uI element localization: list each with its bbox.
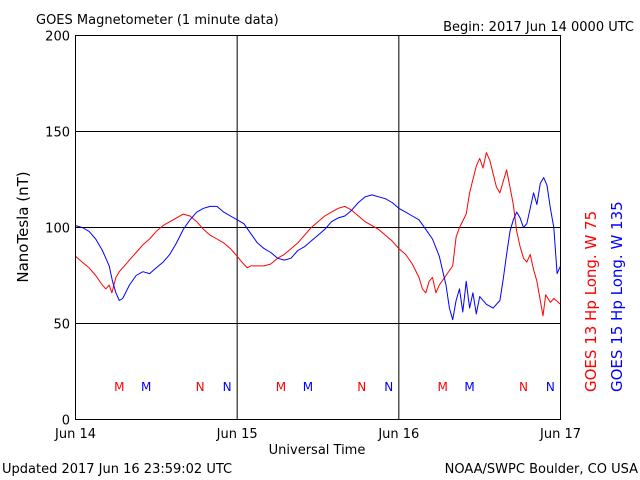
x-tick-label: Jun 17 [539,427,581,442]
y-tick-label: 0 [62,414,70,429]
event-marker: N [546,380,555,394]
legend-entry-2: GOES 15 Hp Long. W 135 [608,201,626,392]
y-tick-label: 50 [53,318,70,333]
event-marker: M [114,380,124,394]
y-tick-label: 100 [45,222,70,237]
event-marker: M [276,380,286,394]
credit: NOAA/SWPC Boulder, CO USA [445,462,638,477]
x-axis-label: Universal Time [269,443,366,458]
x-tick-label: Jun 14 [54,427,96,442]
event-marker: N [357,380,366,394]
y-axis-label: NanoTesla (nT) [14,171,32,282]
updated-time: Updated 2017 Jun 16 23:59:02 UTC [2,462,232,477]
event-marker: N [196,380,205,394]
event-marker: M [141,380,151,394]
event-marker: N [519,380,528,394]
series-line-2 [75,177,561,321]
event-marker: M [437,380,447,394]
series-lines [75,152,561,321]
event-marker: N [384,380,393,394]
legend-entry-1: GOES 13 Hp Long. W 75 [582,211,600,392]
begin-time: Begin: 2017 Jun 14 0000 UTC [443,20,634,35]
chart-title: GOES Magnetometer (1 minute data) [36,13,279,28]
event-marker: M [464,380,474,394]
y-tick-label: 200 [45,30,70,45]
y-axis-ticks: 0 50 100 150 200 [45,30,70,429]
series-line-1 [75,152,561,317]
event-marker: M [303,380,313,394]
legend: GOES 13 Hp Long. W 75 GOES 15 Hp Long. W … [582,201,626,392]
x-tick-label: Jun 16 [377,427,419,442]
x-tick-label: Jun 15 [216,427,258,442]
grid-lines [75,35,561,420]
event-marker: N [223,380,232,394]
y-tick-label: 150 [45,126,70,141]
plot-frame [75,35,561,420]
x-axis-ticks: Jun 14 Jun 15 Jun 16 Jun 17 [54,427,581,442]
